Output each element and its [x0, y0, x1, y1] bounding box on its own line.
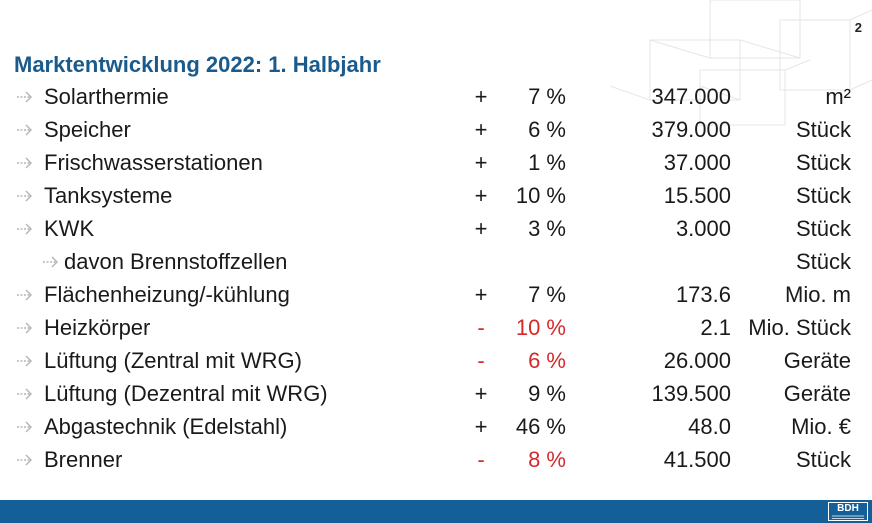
row-sign: + [474, 381, 488, 406]
row-sign: + [474, 414, 488, 439]
row-unit: Stück [795, 216, 851, 241]
row-sign: - [477, 447, 485, 472]
row-amount: 37.000 [663, 150, 731, 175]
row-amount: 173.6 [675, 282, 731, 307]
row-amount: 15.500 [663, 183, 731, 208]
table-row: Lüftung (Zentral mit WRG) - 6 % 26.000 Gerät… [0, 344, 872, 377]
bullet-arrow-icon [17, 355, 32, 367]
row-unit: Mio. € [791, 414, 851, 439]
row-sign: + [474, 216, 488, 241]
row-sign: + [474, 117, 488, 142]
table-row: Heizkörper - 10 % 2.1 Mio. Stück [0, 311, 872, 344]
bullet-arrow-icon [17, 289, 32, 301]
slide-title: Marktentwicklung 2022: 1. Halbjahr [14, 52, 381, 77]
row-amount: 26.000 [663, 348, 731, 373]
row-unit: m² [825, 84, 851, 109]
row-name: Flächenheizung/-kühlung [44, 282, 290, 307]
table-row: Abgastechnik (Edelstahl) +46 % 48.0 Mio. € [0, 410, 872, 443]
bullet-arrow-icon [17, 454, 32, 466]
bullet-arrow-icon [17, 157, 32, 169]
row-unit: Stück [795, 117, 851, 142]
table-row: Solarthermie +7 % 347.000 m² [0, 80, 872, 113]
bullet-arrow-icon [17, 190, 32, 202]
row-percent: 7 % [528, 84, 566, 109]
row-unit: Geräte [783, 348, 851, 373]
logo-fine-print-lines [831, 515, 865, 519]
row-unit: Stück [795, 183, 851, 208]
row-unit: Stück [795, 249, 851, 274]
row-sign: + [474, 150, 488, 175]
row-unit: Stück [795, 150, 851, 175]
row-name: davon Brennstoffzellen [64, 249, 288, 274]
table-row: Speicher +6 % 379.000 Stück [0, 113, 872, 146]
row-name: Abgastechnik (Edelstahl) [44, 414, 288, 439]
footer-bar: BDH [0, 500, 872, 523]
row-name: Lüftung (Dezentral mit WRG) [44, 381, 328, 406]
row-percent: 6 % [528, 348, 566, 373]
bdh-logo: BDH [828, 502, 868, 521]
row-name: KWK [44, 216, 95, 241]
row-percent: 1 % [528, 150, 566, 175]
row-name: Tanksysteme [44, 183, 173, 208]
row-percent: 9 % [528, 381, 566, 406]
row-amount: 41.500 [663, 447, 731, 472]
bullet-arrow-icon [43, 256, 58, 268]
row-unit: Stück [795, 447, 851, 472]
bullet-arrow-icon [17, 322, 32, 334]
row-unit: Mio. m [785, 282, 851, 307]
row-percent: 46 % [515, 414, 566, 439]
row-name: Solarthermie [44, 84, 169, 109]
table-row: Lüftung (Dezentral mit WRG) +9 % 139.500 Ge… [0, 377, 872, 410]
bullet-arrow-icon [17, 421, 32, 433]
row-amount: 48.0 [688, 414, 731, 439]
row-name: Brenner [44, 447, 123, 472]
page-number: 2 [854, 20, 862, 35]
table-row: Frischwasserstationen +1 % 37.000 Stück [0, 146, 872, 179]
row-percent: 3 % [528, 216, 566, 241]
row-percent: 10 % [515, 315, 566, 340]
table-row: KWK +3 % 3.000 Stück [0, 212, 872, 245]
row-percent: 8 % [528, 447, 566, 472]
table-row: Tanksysteme +10 % 15.500 Stück [0, 179, 872, 212]
row-sign: - [477, 315, 485, 340]
row-unit: Geräte [783, 381, 851, 406]
row-name: Heizkörper [44, 315, 151, 340]
row-percent: 10 % [515, 183, 566, 208]
row-amount: 347.000 [651, 84, 731, 109]
row-name: Speicher [44, 117, 131, 142]
row-sign: - [477, 348, 485, 373]
row-sign: + [474, 84, 488, 109]
bullet-arrow-icon [17, 124, 32, 136]
table-row: Brenner - 8 % 41.500 Stück [0, 443, 872, 476]
row-name: Frischwasserstationen [44, 150, 263, 175]
bullet-arrow-icon [17, 388, 32, 400]
row-amount: 3.000 [675, 216, 731, 241]
bullet-arrow-icon [17, 223, 32, 235]
table-row: Flächenheizung/-kühlung +7 % 173.6 Mio. m [0, 278, 872, 311]
row-sign: + [474, 282, 488, 307]
row-amount: 139.500 [651, 381, 731, 406]
row-amount: 2.1 [700, 315, 731, 340]
row-amount: 379.000 [651, 117, 731, 142]
row-percent: 6 % [528, 117, 566, 142]
logo-text: BDH [837, 503, 859, 514]
row-percent: 7 % [528, 282, 566, 307]
table-row: davon Brennstoffzellen Stück [0, 245, 872, 278]
row-sign: + [474, 183, 488, 208]
row-unit: Mio. Stück [748, 315, 851, 340]
bullet-arrow-icon [17, 91, 32, 103]
row-name: Lüftung (Zentral mit WRG) [44, 348, 302, 373]
